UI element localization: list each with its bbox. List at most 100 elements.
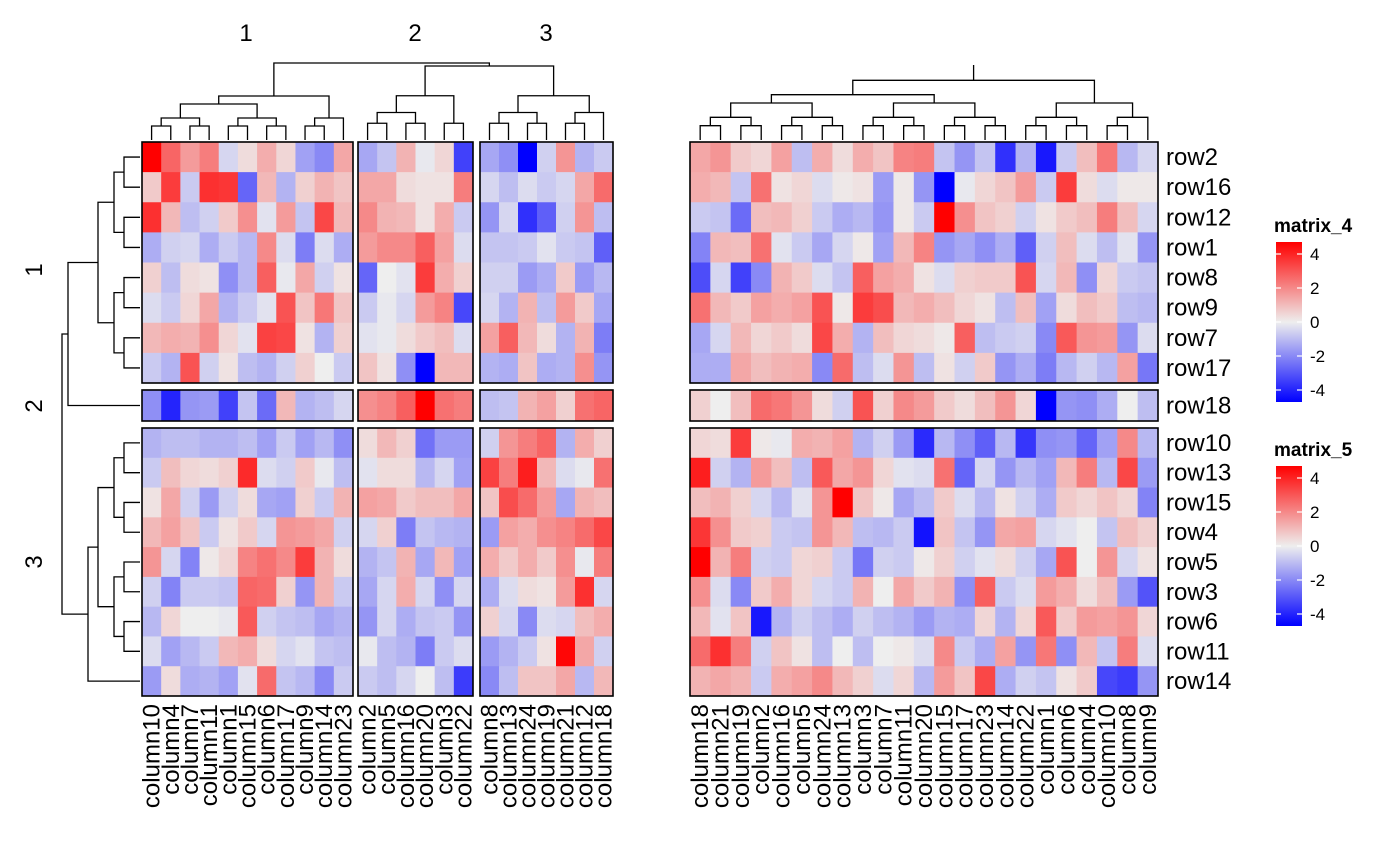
heatmap-cell — [893, 262, 915, 294]
heatmap-cell — [142, 172, 162, 203]
heatmap-cell — [852, 547, 874, 578]
heatmap-cell — [453, 202, 474, 233]
heatmap-cell — [873, 262, 894, 294]
heatmap-cell — [913, 232, 935, 263]
heatmap-cell — [893, 636, 915, 667]
heatmap-cell — [954, 232, 976, 263]
heatmap-cell — [832, 202, 854, 233]
heatmap-cell — [913, 262, 935, 294]
heatmap-cell — [1056, 292, 1078, 324]
heatmap-cell — [358, 322, 378, 354]
heatmap-cell — [852, 487, 874, 518]
heatmap-cell — [690, 262, 711, 294]
slice-border — [357, 141, 474, 384]
heatmap-cell — [180, 487, 200, 518]
dendrogram-branch — [780, 125, 803, 140]
column-label: column2 — [355, 704, 382, 795]
heatmap-cell — [1137, 547, 1159, 578]
heatmap-cell — [771, 666, 793, 697]
heatmap-cell — [180, 322, 200, 354]
heatmap-cell — [257, 322, 277, 354]
column-split-label: 3 — [539, 20, 552, 47]
heatmap-cell — [690, 202, 711, 233]
heatmap-cell — [934, 202, 955, 233]
heatmap-cell — [377, 487, 397, 518]
heatmap-cell — [556, 172, 576, 203]
heatmap-cell — [812, 666, 833, 697]
heatmap-cell — [710, 576, 732, 608]
heatmap-cell — [1056, 232, 1078, 263]
heatmap-cell — [1056, 322, 1078, 354]
heatmap-cell — [295, 606, 316, 637]
heatmap-cell — [396, 232, 416, 263]
heatmap-cell — [771, 457, 793, 488]
heatmap-cell — [1117, 457, 1139, 488]
heatmap-cell — [690, 428, 711, 459]
heatmap-cell — [237, 390, 258, 422]
heatmap-cell — [333, 576, 354, 608]
heatmap-cell — [199, 666, 220, 697]
heatmap-cell — [690, 352, 711, 384]
dendrogram-branch — [227, 125, 249, 140]
heatmap-cell — [295, 172, 316, 203]
heatmap-cell — [499, 606, 519, 637]
column-label: column20 — [911, 704, 938, 808]
heatmap-cell — [1117, 547, 1139, 578]
heatmap-cell — [974, 487, 996, 518]
heatmap-cell — [453, 576, 474, 608]
heatmap-cell — [974, 428, 996, 459]
column-dendrogram-matrix-5 — [699, 79, 1149, 140]
heatmap-cell — [537, 262, 557, 294]
legend-tick-label: 0 — [1310, 537, 1319, 556]
dendrogram-branch — [852, 79, 1096, 103]
dendrogram-branch — [123, 561, 140, 593]
heatmap-cell — [218, 606, 239, 637]
dendrogram-branch — [376, 111, 417, 124]
heatmap-cell — [415, 390, 436, 422]
heatmap-cell — [995, 172, 1016, 203]
heatmap-cell — [893, 202, 915, 233]
heatmap-cell — [690, 142, 711, 173]
heatmap-cell — [873, 666, 894, 697]
heatmap-cell — [913, 487, 935, 518]
column-label: column17 — [952, 704, 979, 808]
heatmap-cell — [594, 666, 614, 697]
heatmap-cell — [913, 517, 935, 548]
heatmap-cell — [358, 142, 378, 173]
heatmap-cell — [751, 232, 772, 263]
heatmap-cell — [295, 390, 316, 422]
heatmap-cell — [396, 262, 416, 294]
slice-border — [141, 427, 354, 697]
heatmap-cell — [575, 666, 595, 697]
dendrogram-branch — [488, 122, 510, 140]
heatmap-cell — [1137, 262, 1159, 294]
heatmap-cell — [237, 202, 258, 233]
heatmap-cell — [161, 576, 181, 608]
heatmap-cell — [893, 428, 915, 459]
heatmap-cell — [1076, 457, 1098, 488]
heatmap-cell — [832, 142, 854, 173]
column-label: column10 — [139, 704, 166, 808]
heatmap-cell — [954, 172, 976, 203]
heatmap-cell — [556, 576, 576, 608]
heatmap-cell — [771, 390, 793, 422]
column-label: column5 — [374, 704, 401, 795]
heatmap-cell — [710, 636, 732, 667]
heatmap-cell — [199, 547, 220, 578]
heatmap-cell — [333, 262, 354, 294]
heatmap-cell — [1015, 202, 1037, 233]
row-split-label: 1 — [21, 263, 48, 276]
heatmap-cell — [751, 636, 772, 667]
heatmap-cell — [1137, 428, 1159, 459]
heatmap-cell — [499, 517, 519, 548]
heatmap-cell — [556, 292, 576, 324]
heatmap-cell — [453, 292, 474, 324]
heatmap-cell — [218, 487, 239, 518]
heatmap-cell — [690, 606, 711, 637]
heatmap-cell — [276, 292, 296, 324]
heatmap-cell — [161, 487, 181, 518]
heatmap-cell — [237, 352, 258, 384]
heatmap-cell — [812, 606, 833, 637]
heatmap-cell — [1035, 457, 1057, 488]
dendrogram-branch — [113, 457, 124, 518]
